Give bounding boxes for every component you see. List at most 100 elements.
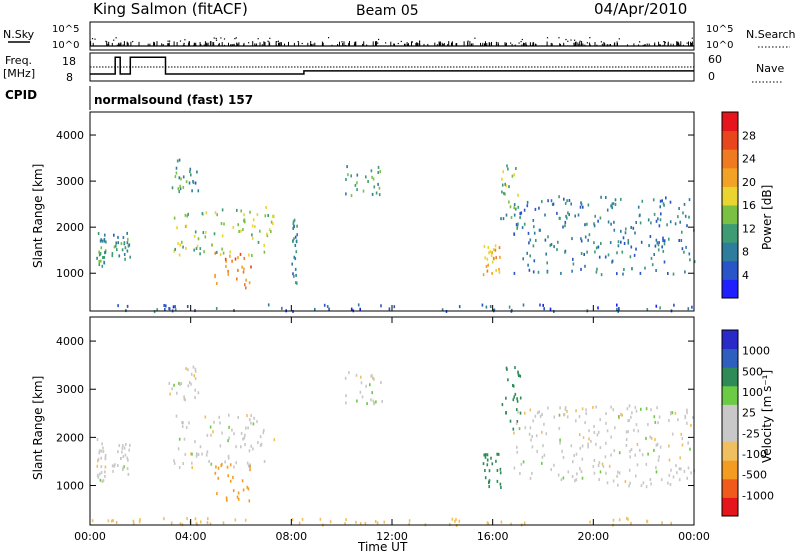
range-cell — [121, 446, 124, 450]
range-cell — [597, 430, 600, 434]
range-cell — [97, 457, 100, 461]
range-cell — [243, 267, 245, 271]
range-cell — [175, 414, 178, 418]
range-cell — [191, 189, 193, 193]
beam-label: Beam 05 — [356, 3, 419, 19]
range-cell — [541, 413, 543, 416]
range-cell — [645, 485, 648, 489]
range-cell — [503, 191, 505, 195]
range-cell — [199, 445, 202, 449]
range-cell — [558, 195, 560, 199]
range-cell — [408, 522, 410, 526]
range-cell — [642, 481, 645, 485]
range-cell — [345, 178, 347, 181]
nsearch-dot — [213, 37, 215, 39]
range-cell — [295, 240, 298, 244]
range-cell — [215, 307, 218, 310]
range-cell — [128, 448, 130, 452]
range-cell — [496, 452, 498, 456]
range-cell — [350, 174, 352, 178]
range-cell — [585, 412, 587, 416]
range-cell — [653, 448, 655, 452]
range-cell — [229, 250, 231, 254]
range-cell — [516, 445, 518, 449]
range-cell — [489, 250, 492, 254]
range-cell — [229, 479, 232, 483]
range-cell — [273, 438, 276, 442]
range-cell — [294, 235, 297, 239]
range-cell — [296, 281, 298, 285]
range-cell — [598, 478, 600, 481]
range-cell — [259, 435, 262, 439]
range-cell — [499, 471, 502, 475]
range-cell — [484, 256, 486, 260]
range-cell — [242, 488, 245, 492]
range-cell — [188, 381, 191, 384]
range-cell — [660, 212, 662, 216]
range-cell — [371, 175, 373, 179]
range-cell — [523, 222, 526, 226]
range-cell — [617, 240, 620, 244]
range-cell — [482, 462, 485, 466]
range-cell — [625, 430, 628, 434]
range-cell — [657, 217, 659, 221]
range-cell — [578, 415, 581, 419]
range-cell — [621, 413, 623, 417]
range-cell — [245, 426, 247, 430]
range-cell — [689, 258, 691, 262]
range-cell — [692, 416, 694, 419]
range-cell — [522, 257, 524, 261]
velocity-panel-bg — [90, 317, 694, 525]
range-cell — [518, 427, 521, 431]
range-cell — [653, 253, 655, 256]
range-cell — [228, 413, 230, 417]
range-cell — [100, 259, 102, 263]
range-cell — [620, 229, 622, 233]
range-cell — [186, 214, 189, 218]
range-cell — [657, 421, 659, 425]
range-cell — [488, 251, 490, 255]
range-cell — [293, 255, 296, 259]
range-cell — [600, 195, 602, 199]
power-colorbar: 28 24 20 16 12 8 4 — [721, 111, 756, 299]
range-cell — [259, 444, 262, 447]
range-cell — [566, 409, 568, 413]
range-cell — [191, 461, 193, 465]
nsearch-dot — [94, 38, 96, 40]
range-cell — [268, 228, 271, 232]
range-cell — [579, 205, 582, 209]
range-cell — [562, 476, 565, 480]
range-cell — [174, 175, 177, 179]
range-cell — [246, 485, 249, 489]
range-cell — [370, 374, 372, 378]
range-cell — [370, 169, 373, 173]
colorbar-tick-label: -1000 — [742, 489, 774, 502]
range-cell — [369, 383, 371, 387]
range-cell — [227, 269, 229, 273]
power-panel-bg — [90, 112, 694, 311]
range-cell — [618, 307, 620, 310]
range-cell — [365, 384, 367, 388]
range-cell — [588, 429, 590, 433]
range-cell — [567, 470, 570, 474]
range-cell — [204, 415, 207, 419]
range-cell — [498, 246, 501, 250]
range-cell — [195, 247, 198, 250]
range-cell — [688, 252, 691, 256]
range-cell — [505, 366, 508, 370]
range-cell — [581, 407, 584, 411]
range-cell — [103, 239, 106, 243]
range-cell — [359, 390, 362, 394]
range-cell — [524, 411, 526, 415]
range-cell — [221, 234, 224, 238]
range-cell — [605, 441, 607, 445]
range-cell — [512, 427, 515, 431]
range-cell — [123, 253, 126, 256]
range-cell — [490, 456, 492, 460]
range-cell — [629, 481, 631, 485]
range-cell — [670, 468, 672, 472]
range-cell — [127, 458, 129, 462]
range-cell — [669, 483, 672, 486]
range-cell — [530, 438, 532, 442]
